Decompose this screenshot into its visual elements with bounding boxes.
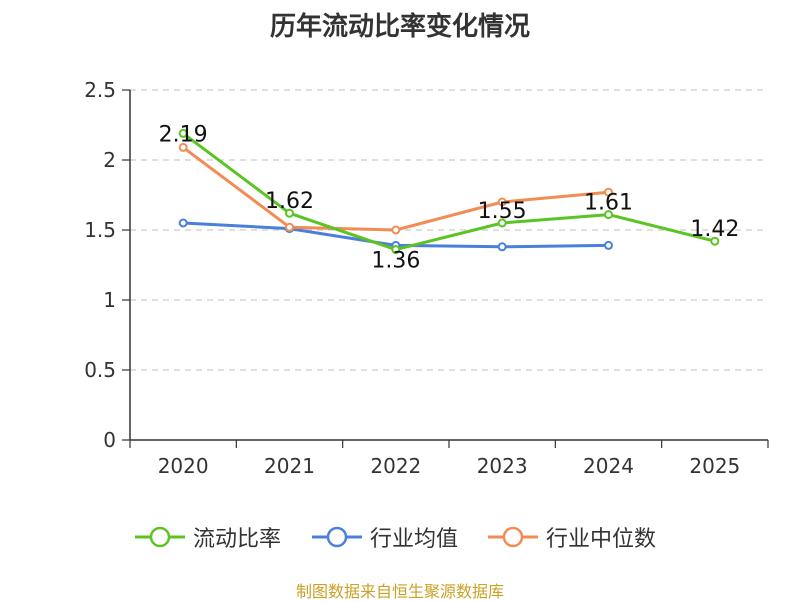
x-tick-label: 2022 — [370, 454, 421, 478]
data-point — [604, 210, 613, 220]
x-tick-label: 2020 — [158, 454, 209, 478]
data-point — [178, 142, 188, 152]
data-point — [497, 197, 507, 207]
legend-line-icon — [488, 526, 538, 548]
x-tick-label: 2021 — [264, 454, 315, 478]
data-point — [497, 218, 507, 228]
x-tick-label: 2023 — [477, 454, 528, 478]
data-point — [710, 236, 720, 246]
legend-item-industry-median[interactable]: 行业中位数 — [488, 520, 656, 554]
y-tick-label: 2 — [103, 148, 116, 172]
data-label: 2.19 — [159, 122, 208, 147]
data-point — [285, 208, 294, 218]
legend-line-icon — [135, 526, 185, 548]
legend-label: 流动比率 — [193, 527, 282, 552]
chart-title: 历年流动比率变化情况 — [269, 12, 530, 42]
data-point — [178, 128, 188, 138]
y-tick-label: 1 — [103, 288, 116, 312]
data-label: 1.55 — [478, 199, 527, 224]
y-tick-label: 2.5 — [84, 78, 116, 102]
legend-label: 行业中位数 — [546, 527, 657, 552]
data-label: 1.61 — [584, 191, 633, 216]
y-tick-label: 0.5 — [84, 358, 116, 382]
legend-item-industry-mean[interactable]: 行业均值 — [312, 520, 458, 554]
data-label: 1.62 — [265, 189, 314, 214]
data-point — [178, 218, 188, 228]
legend-item-current-ratio[interactable]: 流动比率 — [135, 520, 281, 554]
legend-label: 行业均值 — [370, 527, 459, 552]
data-point — [497, 242, 507, 252]
y-tick-label: 1.5 — [84, 218, 116, 242]
legend-line-icon — [312, 526, 362, 548]
y-tick-label: 0 — [103, 428, 116, 452]
series-line-0 — [182, 132, 716, 252]
x-tick-label: 2024 — [583, 454, 634, 478]
data-point — [604, 187, 613, 197]
legend: 流动比率 行业均值 行业中位数 — [0, 520, 800, 554]
data-point — [391, 225, 401, 235]
x-tick-label: 2025 — [689, 454, 740, 478]
data-label: 1.36 — [371, 249, 420, 274]
data-point — [391, 245, 401, 255]
data-point — [604, 240, 613, 250]
data-point — [285, 222, 294, 232]
source-note: 制图数据来自恒生聚源数据库 — [295, 582, 504, 601]
data-label: 1.42 — [690, 217, 739, 242]
